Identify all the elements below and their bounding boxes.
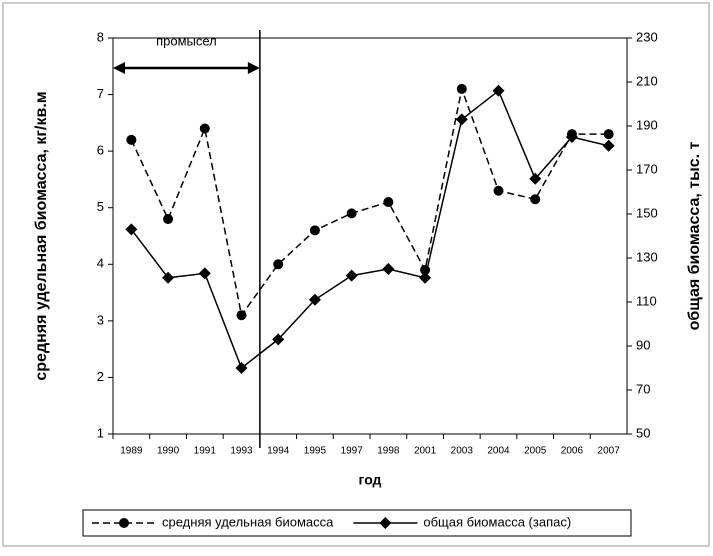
x-tick-label: 1994 xyxy=(267,446,290,457)
x-tick-label: 2007 xyxy=(598,446,621,457)
legend-label: средняя удельная биомасса xyxy=(162,514,334,529)
marker xyxy=(272,333,285,346)
y-tick-label: 5 xyxy=(97,199,104,214)
marker xyxy=(308,293,321,306)
legend-marker xyxy=(379,517,392,529)
y-tick-label: 6 xyxy=(97,143,104,158)
y-tick-label: 8 xyxy=(97,29,104,44)
y2-tick-label: 170 xyxy=(636,161,658,176)
x-tick-label: 1997 xyxy=(341,446,364,457)
marker xyxy=(236,310,247,321)
y2-axis-label: общая биомасса, тыс. т xyxy=(686,141,703,330)
y2-tick-label: 230 xyxy=(636,29,658,44)
marker xyxy=(455,113,468,126)
marker xyxy=(125,223,138,236)
x-tick-label: 2004 xyxy=(487,446,510,457)
y-tick-label: 3 xyxy=(97,312,104,327)
y-tick-label: 1 xyxy=(97,425,104,440)
x-tick-label: 2006 xyxy=(561,446,584,457)
x-tick-label: 2001 xyxy=(414,446,437,457)
y2-tick-label: 190 xyxy=(636,117,658,132)
marker xyxy=(603,129,614,140)
series-line xyxy=(130,86,609,318)
x-tick-label: 1989 xyxy=(120,446,143,457)
y-tick-label: 7 xyxy=(97,86,104,101)
marker xyxy=(198,267,211,280)
marker xyxy=(456,83,467,94)
x-tick-label: 2005 xyxy=(524,446,547,457)
series-line xyxy=(130,89,609,370)
y2-tick-label: 210 xyxy=(636,73,658,88)
x-tick-label: 1998 xyxy=(377,446,400,457)
y2-tick-label: 50 xyxy=(636,425,650,440)
x-tick-label: 1990 xyxy=(157,446,180,457)
x-tick-label: 1993 xyxy=(230,446,253,457)
marker xyxy=(492,84,505,97)
legend xyxy=(82,509,632,537)
y2-tick-label: 130 xyxy=(636,249,658,264)
marker xyxy=(309,225,320,236)
y2-tick-label: 70 xyxy=(636,381,650,396)
legend-marker xyxy=(119,518,129,528)
y2-tick-label: 150 xyxy=(636,205,658,220)
marker xyxy=(346,208,357,219)
marker xyxy=(199,123,210,134)
marker xyxy=(162,271,175,284)
marker xyxy=(163,214,174,225)
y-axis-label: средняя удельная биомасса, кг/кв.м xyxy=(33,91,50,380)
marker xyxy=(383,197,394,208)
y2-tick-label: 110 xyxy=(636,293,657,308)
marker xyxy=(493,185,504,196)
marker xyxy=(529,172,542,185)
marker xyxy=(126,134,137,145)
marker xyxy=(565,131,578,143)
marker xyxy=(382,263,395,275)
marker xyxy=(602,139,615,152)
plot-area xyxy=(112,37,628,435)
x-tick-label: 1995 xyxy=(304,446,327,457)
x-axis-label: год xyxy=(359,472,382,488)
marker xyxy=(273,259,284,270)
marker xyxy=(345,269,358,282)
annotation: промысел xyxy=(156,33,217,48)
marker xyxy=(419,271,432,284)
y2-tick-label: 90 xyxy=(636,337,650,352)
frame xyxy=(2,2,710,547)
x-tick-label: 2003 xyxy=(451,446,474,457)
y-tick-label: 2 xyxy=(97,369,104,384)
marker xyxy=(235,362,248,374)
marker xyxy=(530,194,541,205)
legend-label: общая биомасса (запас) xyxy=(423,514,571,529)
x-tick-label: 1991 xyxy=(194,446,217,457)
y-tick-label: 4 xyxy=(97,256,104,271)
